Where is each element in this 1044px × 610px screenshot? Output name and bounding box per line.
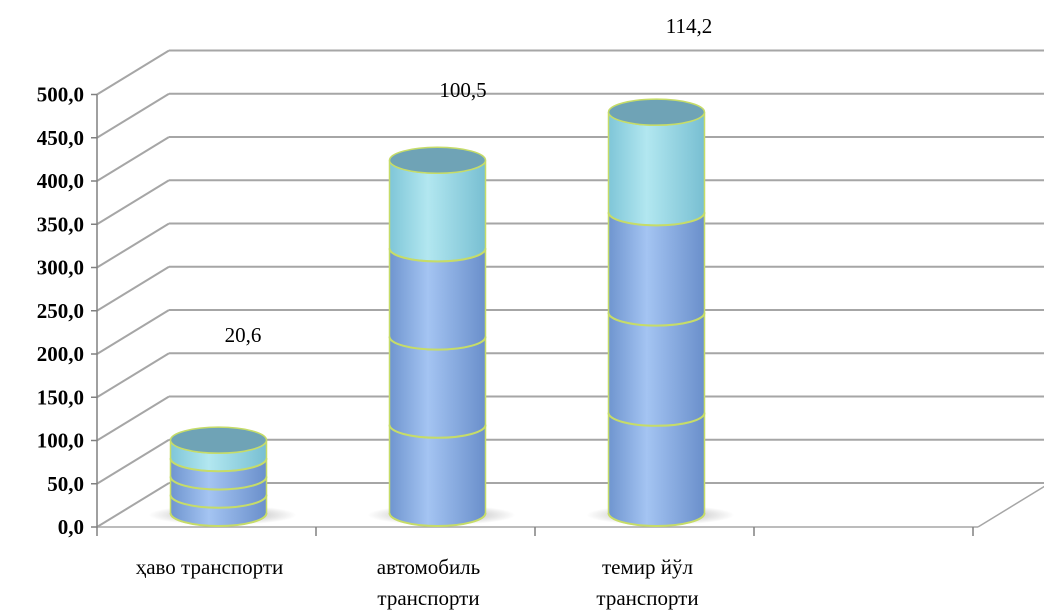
bar-top-cap	[169, 426, 268, 454]
bar-segment	[607, 212, 706, 327]
gridline-diagonal	[96, 438, 170, 485]
bar-cylinder	[367, 146, 516, 527]
bar-segment	[388, 160, 487, 263]
gridline-diagonal	[96, 136, 170, 182]
bar-cylinder	[586, 98, 735, 527]
x-axis-tick-labels: ҳаво транспорти автомобиль транспорти темир…	[136, 555, 699, 610]
gridline-diagonal	[96, 352, 170, 399]
data-labels: 20,6 100,5 114,2	[225, 14, 713, 347]
y-tick-label: 500,0	[37, 83, 84, 107]
bar-segment-seam	[388, 336, 487, 351]
bar-segment	[388, 248, 487, 351]
bar-segment	[388, 336, 487, 439]
bar-segment-seam	[169, 494, 268, 509]
x-tick-label: транспорти	[377, 586, 479, 610]
y-tick-label: 350,0	[37, 212, 84, 236]
bar-segment-seam	[607, 212, 706, 227]
bars	[148, 98, 735, 527]
gridline-diagonal	[96, 222, 170, 269]
x-tick-label: автомобиль	[377, 555, 480, 579]
bar-segment-seam	[607, 512, 706, 527]
bar-segment-seam	[169, 476, 268, 491]
y-tick-label: 50,0	[47, 472, 84, 496]
gridline-diagonal	[96, 482, 170, 528]
gridline-diagonal	[96, 309, 170, 355]
floor-right-edge	[977, 485, 1044, 528]
y-tick-label: 400,0	[37, 169, 84, 193]
gridline-diagonal	[96, 179, 170, 226]
bar-segment-seam	[607, 412, 706, 427]
bar-segment-seam	[388, 512, 487, 527]
x-tick-label: транспорти	[596, 586, 698, 610]
bar-segment	[388, 424, 487, 527]
bar-segment-seam	[169, 458, 268, 473]
y-tick-label: 250,0	[37, 299, 84, 323]
bar-segment	[607, 312, 706, 427]
y-tick-label: 450,0	[37, 126, 84, 150]
bar-segment-seam	[607, 312, 706, 327]
data-label: 100,5	[439, 78, 486, 102]
bar-segment-seam	[388, 424, 487, 439]
gridline-diagonal	[96, 92, 170, 139]
data-label: 114,2	[666, 14, 712, 38]
y-tick-label: 300,0	[37, 256, 84, 280]
bar-cylinder	[148, 426, 297, 527]
gridline-diagonal	[96, 49, 170, 96]
y-tick-label: 200,0	[37, 342, 84, 366]
bar-segment	[607, 112, 706, 227]
bar-top-cap	[388, 146, 487, 174]
y-axis-tick-labels: 0,0 50,0 100,0 150,0 200,0 250,0 300,0 350,0 400…	[37, 83, 84, 540]
gridline-diagonal	[96, 265, 170, 312]
bar-segment	[607, 412, 706, 527]
bar-top-cap	[607, 98, 706, 126]
y-tick-label: 0,0	[58, 515, 84, 539]
gridline-diagonal	[96, 395, 170, 442]
bar-segment-seam	[169, 512, 268, 527]
x-tick-label: ҳаво транспорти	[136, 555, 284, 579]
y-tick-label: 150,0	[37, 385, 84, 409]
x-tick-label: темир йўл	[602, 555, 693, 579]
y-tick-label: 100,0	[37, 429, 84, 453]
data-label: 20,6	[225, 323, 262, 347]
bar-segment-seam	[388, 248, 487, 263]
